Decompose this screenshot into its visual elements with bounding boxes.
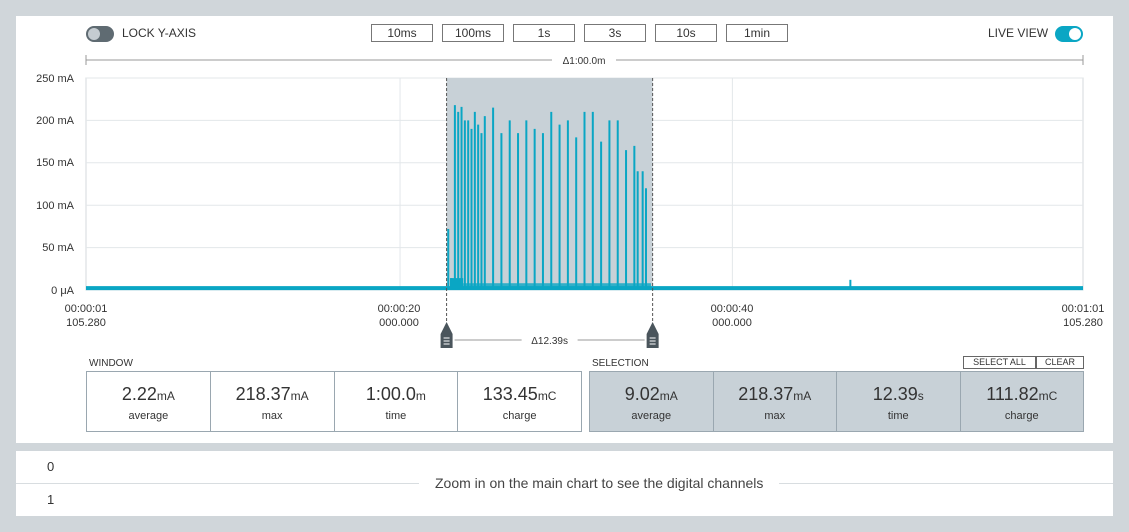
- stat-value: 1:00.0m: [365, 384, 426, 404]
- window-10ms-button[interactable]: 10ms: [371, 24, 433, 42]
- y-tick-100: 100 mA: [36, 200, 75, 212]
- selection-stats-title: SELECTION: [592, 358, 649, 369]
- y-tick-50: 50 mA: [42, 242, 74, 254]
- selection-left-handle[interactable]: [440, 322, 453, 348]
- channel-label-1: 1: [47, 492, 55, 507]
- current-chart[interactable]: Δ1:00.0m 250 mA 200 mA 150 mA 100 mA 50 …: [16, 16, 1113, 356]
- x-tick-2-time: 00:00:40: [711, 303, 754, 315]
- window-1min-button[interactable]: 1min: [726, 24, 788, 42]
- live-view-toggle[interactable]: [1055, 26, 1083, 42]
- window-stats-title: WINDOW: [89, 358, 133, 369]
- stat-label: charge: [1004, 410, 1039, 422]
- selection-time: 12.39s time: [837, 372, 961, 431]
- y-tick-0: 0 μA: [51, 285, 75, 297]
- x-tick-0-time: 00:00:01: [65, 303, 108, 315]
- stat-value: 111.82mC: [986, 384, 1058, 404]
- x-tick-0-ms: 105.280: [66, 317, 106, 329]
- toggle-knob: [88, 28, 100, 40]
- window-charge: 133.45mC charge: [458, 372, 581, 431]
- selection-right-handle[interactable]: [646, 322, 659, 348]
- select-all-button[interactable]: SELECT ALL: [963, 356, 1036, 369]
- y-tick-150: 150 mA: [36, 157, 75, 169]
- stat-label: max: [261, 410, 283, 422]
- selection-charge: 111.82mC charge: [961, 372, 1084, 431]
- selection-max: 218.37mA max: [714, 372, 837, 431]
- stat-value: 9.02mA: [624, 384, 678, 404]
- main-chart-panel: LOCK Y-AXIS 10ms 100ms 1s 3s 10s 1min LI…: [16, 16, 1113, 443]
- stat-value: 2.22mA: [121, 384, 175, 404]
- stat-label: charge: [502, 410, 537, 422]
- stat-label: time: [887, 410, 909, 422]
- window-average: 2.22mA average: [87, 372, 211, 431]
- digital-message: Zoom in on the main chart to see the dig…: [419, 475, 780, 491]
- window-100ms-button[interactable]: 100ms: [442, 24, 504, 42]
- window-stats: 2.22mA average 218.37mA max 1:00.0m time…: [86, 371, 582, 432]
- stat-value: 133.45mC: [482, 384, 557, 404]
- selection-delta-label: Δ12.39s: [531, 336, 568, 347]
- stat-label: average: [631, 410, 672, 422]
- selection-average: 9.02mA average: [590, 372, 714, 431]
- window-1s-button[interactable]: 1s: [513, 24, 575, 42]
- window-max: 218.37mA max: [211, 372, 335, 431]
- stat-value: 12.39s: [872, 384, 924, 404]
- y-tick-250: 250 mA: [36, 73, 75, 85]
- stat-value: 218.37mA: [738, 384, 812, 404]
- clear-button[interactable]: CLEAR: [1036, 356, 1084, 369]
- x-tick-2-ms: 000.000: [712, 317, 752, 329]
- toggle-knob: [1069, 28, 1081, 40]
- window-3s-button[interactable]: 3s: [584, 24, 646, 42]
- x-tick-1-time: 00:00:20: [378, 303, 421, 315]
- x-tick-1-ms: 000.000: [379, 317, 419, 329]
- stat-label: time: [385, 410, 407, 422]
- stat-label: max: [764, 410, 786, 422]
- x-tick-3-time: 00:01:01: [1062, 303, 1105, 315]
- series-activity-band: [449, 278, 464, 289]
- digital-channels-panel: 0 1 Zoom in on the main chart to see the…: [16, 451, 1113, 516]
- window-time: 1:00.0m time: [335, 372, 459, 431]
- lock-y-axis-label: LOCK Y-AXIS: [122, 26, 197, 40]
- chart-series-group: [86, 105, 1083, 291]
- selection-stats: 9.02mA average 218.37mA max 12.39s time …: [589, 371, 1084, 432]
- live-view-label: LIVE VIEW: [988, 26, 1049, 40]
- window-10s-button[interactable]: 10s: [655, 24, 717, 42]
- series-activity-band: [463, 283, 651, 289]
- channel-label-0: 0: [47, 459, 55, 474]
- x-tick-3-ms: 105.280: [1063, 317, 1103, 329]
- stat-label: average: [128, 410, 169, 422]
- stat-value: 218.37mA: [235, 384, 309, 404]
- y-tick-200: 200 mA: [36, 115, 75, 127]
- window-delta-label: Δ1:00.0m: [563, 56, 606, 67]
- lock-y-axis-toggle[interactable]: [86, 26, 114, 42]
